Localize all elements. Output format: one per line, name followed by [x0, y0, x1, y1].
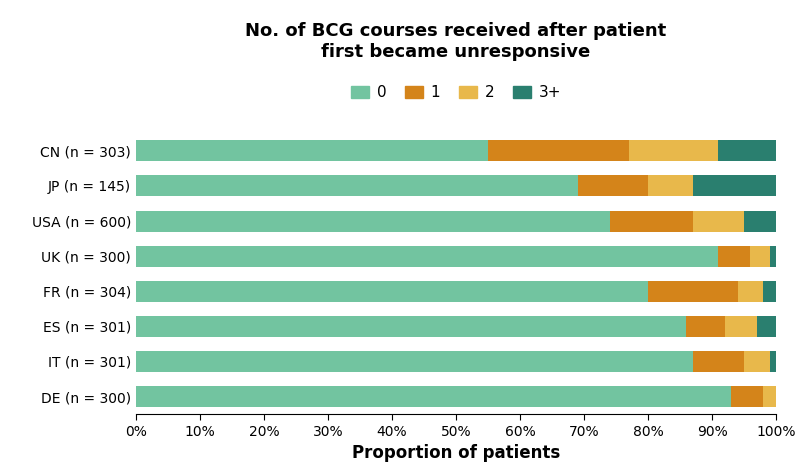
Bar: [763, 281, 776, 302]
X-axis label: Proportion of patients: Proportion of patients: [352, 444, 560, 462]
Bar: [686, 316, 725, 337]
Legend: 0, 1, 2, 3+: 0, 1, 2, 3+: [345, 79, 567, 106]
Bar: [770, 351, 776, 372]
Bar: [693, 351, 744, 372]
Bar: [750, 246, 770, 267]
Bar: [693, 210, 744, 232]
Bar: [744, 351, 770, 372]
Bar: [136, 281, 648, 302]
Title: No. of BCG courses received after patient
first became unresponsive: No. of BCG courses received after patien…: [246, 22, 666, 61]
Bar: [718, 246, 750, 267]
Bar: [488, 140, 629, 161]
Bar: [725, 316, 757, 337]
Bar: [610, 210, 693, 232]
Bar: [629, 140, 718, 161]
Bar: [136, 176, 578, 197]
Bar: [578, 176, 648, 197]
Bar: [136, 246, 718, 267]
Bar: [136, 351, 693, 372]
Bar: [136, 316, 686, 337]
Bar: [136, 386, 731, 407]
Bar: [136, 210, 610, 232]
Bar: [731, 386, 763, 407]
Bar: [744, 210, 776, 232]
Bar: [770, 246, 776, 267]
Bar: [136, 140, 488, 161]
Bar: [718, 140, 776, 161]
Bar: [648, 176, 693, 197]
Bar: [738, 281, 763, 302]
Bar: [763, 386, 776, 407]
Bar: [693, 176, 776, 197]
Bar: [757, 316, 776, 337]
Bar: [648, 281, 738, 302]
